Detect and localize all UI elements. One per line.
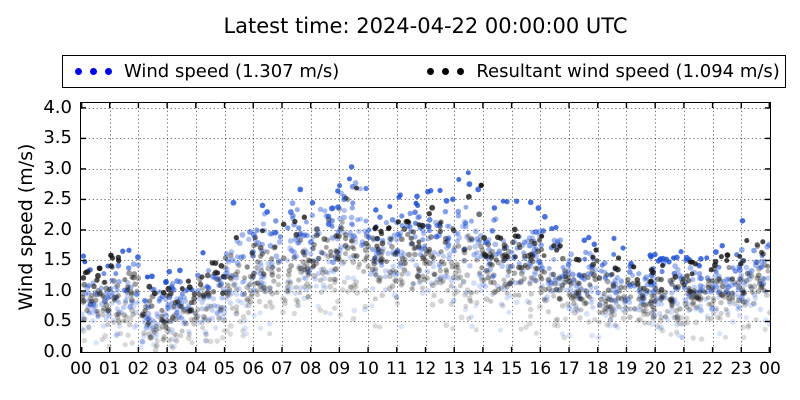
- resultant-wind-speed-marker-icon: [427, 68, 465, 75]
- y-tick-label: 0.0: [43, 341, 72, 362]
- y-tick-label: 0.5: [43, 310, 72, 332]
- x-tick-label: 11: [385, 359, 408, 379]
- x-tick-label: 15: [500, 359, 523, 379]
- x-tick-label: 22: [701, 359, 724, 379]
- x-tick-label: 17: [558, 359, 580, 379]
- scatter-plot-canvas: [80, 102, 770, 352]
- x-tick-label: 09: [328, 359, 351, 379]
- x-tick-label: 08: [299, 359, 322, 379]
- x-tick-label: 23: [730, 359, 753, 379]
- y-tick-label: 1.5: [43, 249, 72, 271]
- x-tick-label: 04: [185, 359, 207, 379]
- y-axis-label: Wind speed (m/s): [15, 143, 37, 311]
- y-tick-label: 3.5: [43, 127, 72, 149]
- y-tick-label: 1.0: [43, 279, 72, 301]
- x-tick-label: 07: [271, 359, 293, 379]
- chart-title: Latest time: 2024-04-22 00:00:00 UTC: [223, 14, 628, 38]
- x-tick-label: 19: [615, 359, 638, 379]
- x-tick-label: 10: [357, 359, 379, 379]
- x-tick-label: 05: [213, 359, 236, 379]
- y-tick-label: 4.0: [43, 96, 72, 118]
- x-tick-label: 16: [529, 359, 552, 379]
- x-tick-label: 20: [644, 359, 666, 379]
- x-tick-label: 03: [156, 359, 178, 379]
- x-tick-label: 12: [414, 359, 437, 379]
- x-tick-label: 01: [98, 359, 121, 379]
- plot-area: [79, 101, 771, 353]
- legend-item-resultant-wind-speed: Resultant wind speed (1.094 m/s): [427, 61, 780, 82]
- legend-label-resultant-wind-speed: Resultant wind speed (1.094 m/s): [476, 61, 780, 82]
- x-tick-label: 18: [586, 359, 609, 379]
- legend-item-wind-speed: Wind speed (1.307 m/s): [75, 61, 339, 82]
- wind-speed-marker-icon: [75, 68, 112, 75]
- y-tick-label: 2.0: [43, 218, 72, 240]
- x-tick-label: 14: [472, 359, 494, 379]
- x-tick-label: 00: [70, 359, 92, 379]
- x-tick-label: 21: [673, 359, 695, 379]
- x-tick-label: 02: [127, 359, 150, 379]
- legend-label-wind-speed: Wind speed (1.307 m/s): [124, 61, 340, 82]
- legend-box: Wind speed (1.307 m/s) Resultant wind sp…: [62, 55, 786, 88]
- x-tick-label: 00: [759, 359, 781, 379]
- y-tick-label: 3.0: [43, 157, 72, 179]
- y-tick-label: 2.5: [43, 188, 72, 210]
- x-tick-label: 13: [443, 359, 466, 379]
- x-tick-label: 06: [242, 359, 265, 379]
